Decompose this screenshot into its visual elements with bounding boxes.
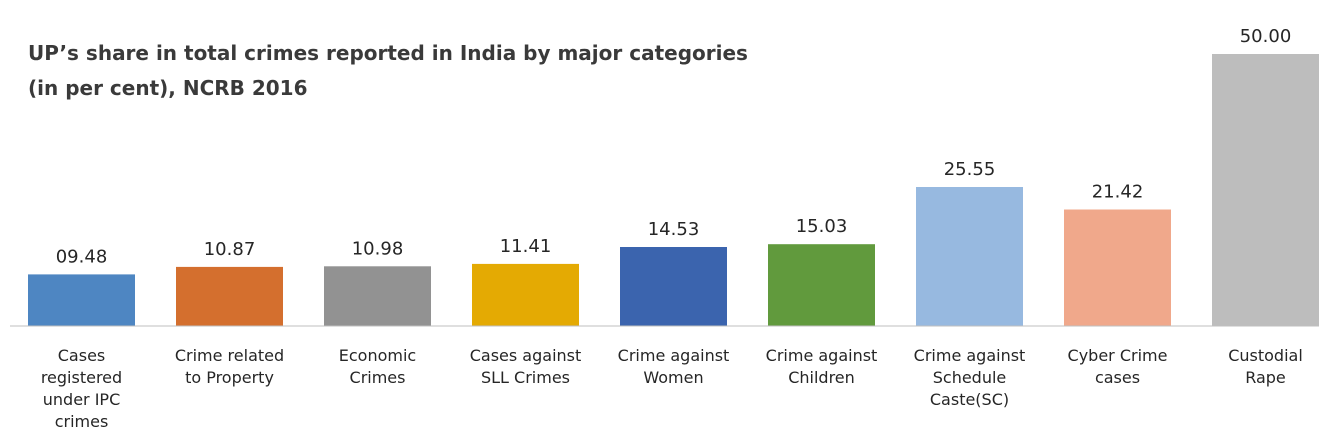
- category-label: Economic Crimes: [339, 346, 416, 387]
- category-label-line: Custodial: [1228, 346, 1303, 365]
- bar: [28, 274, 135, 326]
- category-label-line: to Property: [185, 368, 274, 387]
- category-label-line: Schedule: [933, 368, 1007, 387]
- category-label-line: Women: [643, 368, 703, 387]
- category-label: Cases registered under IPC crimes: [41, 346, 122, 431]
- category-label-line: Children: [788, 368, 855, 387]
- bar: [1064, 209, 1171, 326]
- bar-value-label: 14.53: [648, 219, 700, 240]
- category-label-line: Caste(SC): [930, 390, 1009, 409]
- bar-value-label: 21.42: [1092, 182, 1144, 203]
- bar: [324, 266, 431, 326]
- chart-title: UP’s share in total crimes reported in I…: [28, 41, 748, 65]
- category-label-line: crimes: [55, 412, 109, 431]
- category-label-line: Cyber Crime: [1068, 346, 1168, 365]
- bar-value-label: 09.48: [56, 246, 108, 267]
- bar-value-label: 15.03: [796, 216, 848, 237]
- category-label: Cases against SLL Crimes: [470, 346, 582, 387]
- category-label-line: registered: [41, 368, 122, 387]
- category-label-line: cases: [1095, 368, 1140, 387]
- category-label-line: Cases: [58, 346, 106, 365]
- category-label: Crime against Children: [766, 346, 878, 387]
- value-labels-group: 09.48 10.87 10.98 11.41 14.53 15.03 25.55 21.42…: [56, 26, 1292, 267]
- category-label-line: Crime against: [914, 346, 1026, 365]
- bar: [472, 263, 579, 326]
- bar-value-label: 50.00: [1240, 26, 1292, 47]
- category-label: Cyber Crime cases: [1068, 346, 1168, 387]
- bar-value-label: 11.41: [500, 236, 552, 257]
- bar: [768, 244, 875, 326]
- bar: [176, 266, 283, 326]
- category-label-line: Crime against: [766, 346, 878, 365]
- category-label-line: under IPC: [43, 390, 120, 409]
- category-label: Crime against Schedule Caste(SC): [914, 346, 1026, 409]
- category-label-line: Rape: [1245, 368, 1286, 387]
- category-label: Crime against Women: [618, 346, 730, 387]
- bar: [916, 187, 1023, 326]
- category-label-line: Crime related: [175, 346, 284, 365]
- bar-value-label: 25.55: [944, 159, 996, 180]
- bar-value-label: 10.98: [352, 238, 404, 259]
- bar: [620, 247, 727, 326]
- category-label-line: SLL Crimes: [481, 368, 570, 387]
- bar-value-label: 10.87: [204, 239, 256, 260]
- category-label-line: Cases against: [470, 346, 582, 365]
- category-label-line: Economic: [339, 346, 416, 365]
- category-label-line: Crime against: [618, 346, 730, 365]
- bars-group: [28, 54, 1319, 326]
- category-label: Crime related to Property: [175, 346, 284, 387]
- category-label-line: Crimes: [350, 368, 406, 387]
- bar: [1212, 54, 1319, 326]
- category-label: Custodial Rape: [1228, 346, 1303, 387]
- chart-subtitle: (in per cent), NCRB 2016: [28, 76, 308, 100]
- category-labels-group: Cases registered under IPC crimes Crime rela…: [41, 346, 1303, 431]
